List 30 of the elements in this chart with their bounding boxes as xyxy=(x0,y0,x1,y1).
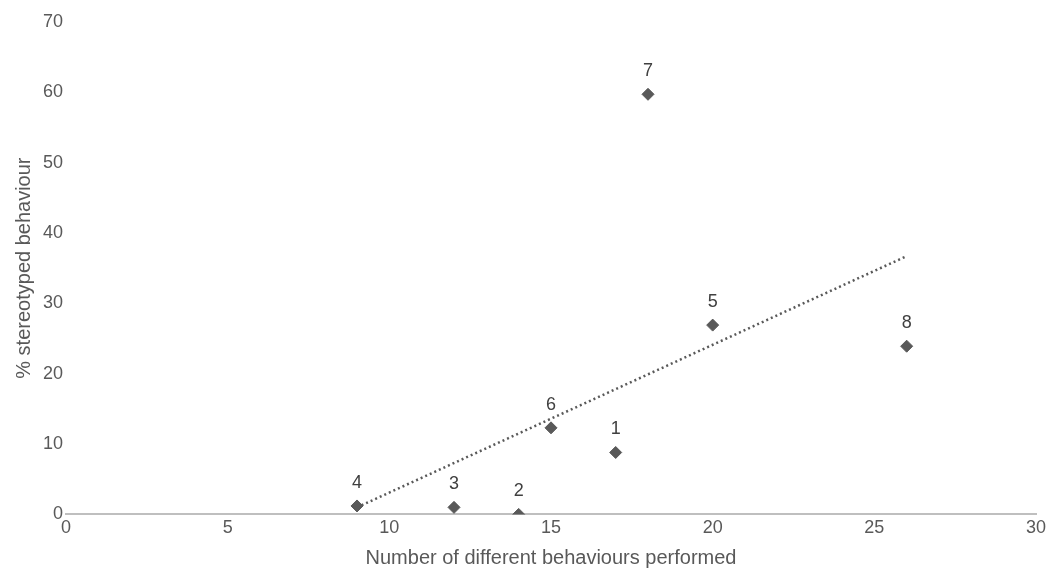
x-axis-title: Number of different behaviours performed xyxy=(365,545,737,568)
point xyxy=(350,499,364,513)
x-tick-label: 15 xyxy=(541,517,562,538)
y-tick-label: 50 xyxy=(42,151,64,172)
y-axis-title: % stereotyped behaviour xyxy=(11,157,34,379)
y-tick-label: 10 xyxy=(42,433,64,453)
x-tick-label: 30 xyxy=(1025,517,1047,538)
point xyxy=(609,445,623,459)
annotation: 3 xyxy=(449,473,460,494)
point xyxy=(641,87,655,101)
x-tick-label: 20 xyxy=(702,517,723,538)
point xyxy=(900,339,914,353)
annotation: 8 xyxy=(901,312,912,333)
y-tick-label: 70 xyxy=(42,10,64,31)
x-tick-label: 5 xyxy=(222,517,233,538)
annotation: 5 xyxy=(707,291,718,312)
annotation: 1 xyxy=(610,418,621,439)
annotation: 4 xyxy=(352,471,363,492)
y-tick-label: 20 xyxy=(42,362,64,383)
annotation: 6 xyxy=(546,393,557,414)
point xyxy=(544,421,558,435)
point xyxy=(447,500,461,514)
point xyxy=(706,318,720,332)
y-tick-label: 40 xyxy=(42,221,64,242)
x-tick-label: 25 xyxy=(864,517,885,538)
annotation: 2 xyxy=(513,480,524,501)
annotation: 7 xyxy=(643,60,654,81)
x-tick-label: 10 xyxy=(379,517,400,538)
y-tick-label: 30 xyxy=(42,292,64,313)
y-tick-label: 60 xyxy=(42,81,64,102)
